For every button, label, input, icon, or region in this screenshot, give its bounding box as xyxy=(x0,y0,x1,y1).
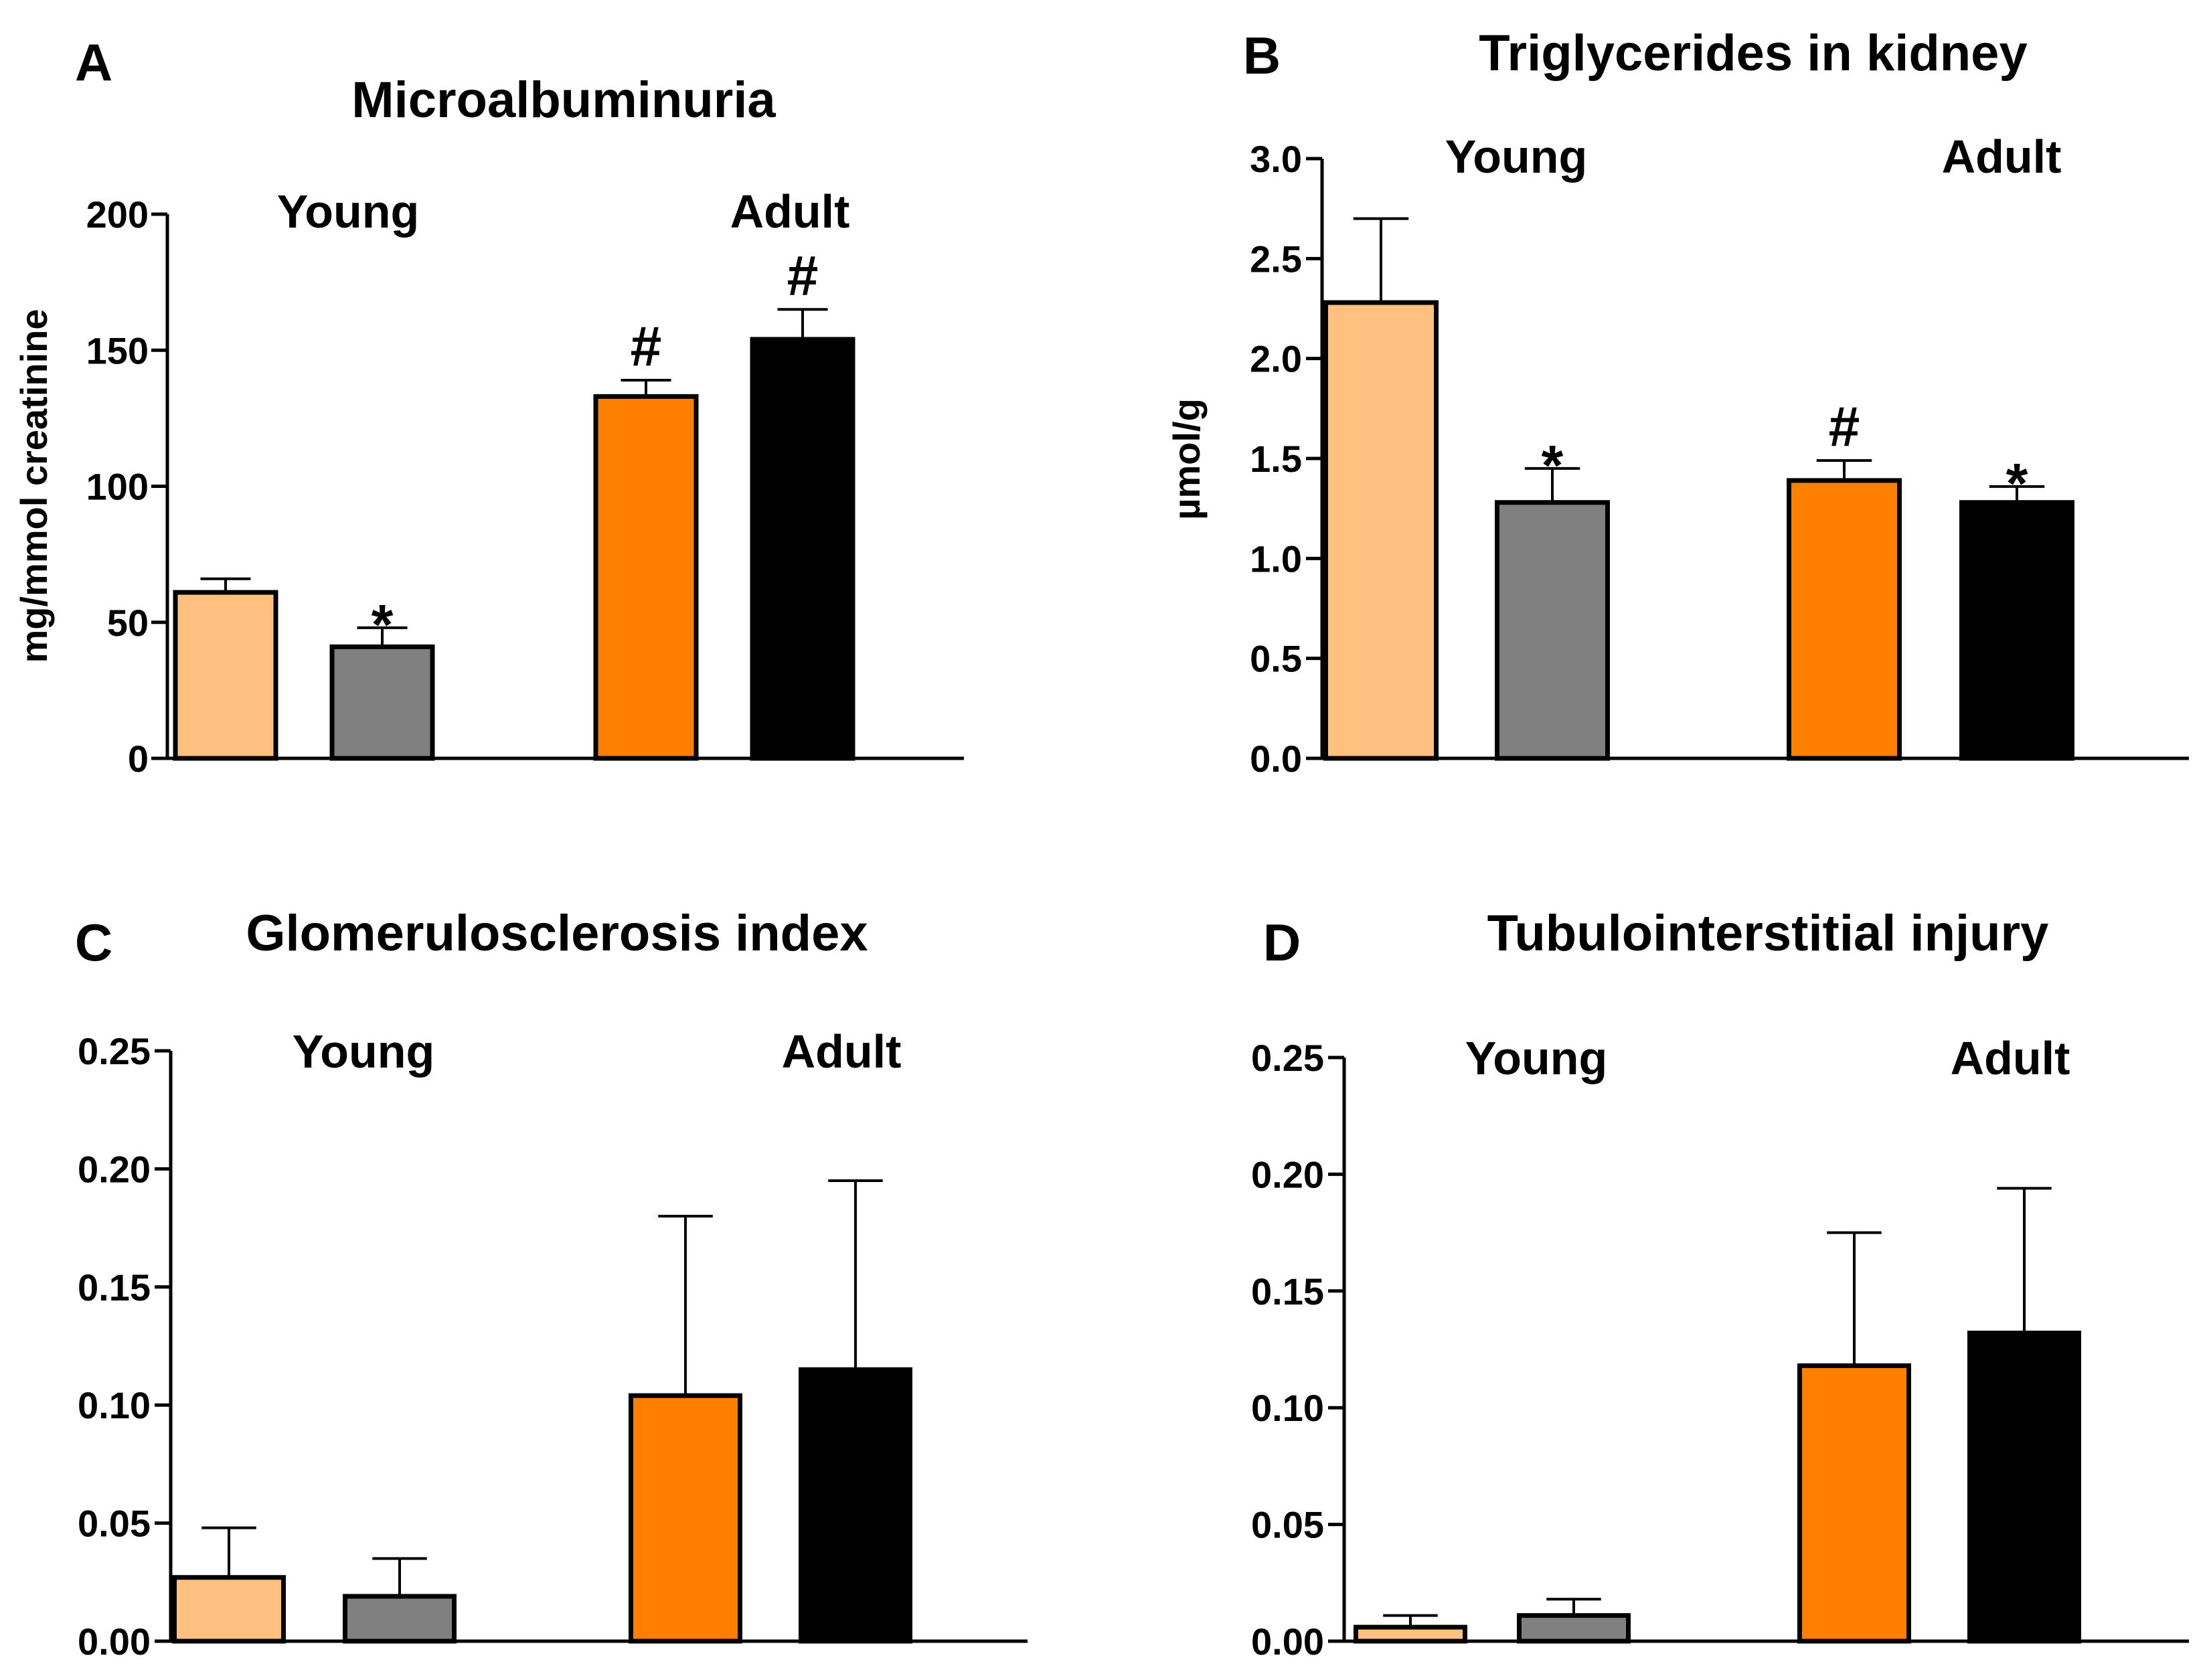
panel-b-bar-young-control xyxy=(1323,300,1439,761)
panel-c-y-tick-label: 0.25 xyxy=(78,1030,151,1072)
panel-a-title: Microalbuminuria xyxy=(351,72,776,129)
panel-d-y-tick-label: 0.15 xyxy=(1251,1270,1324,1313)
panel-a-significance-mark: * xyxy=(372,593,394,656)
panel-d-letter: D xyxy=(1263,913,1301,972)
panel-a: A Microalbuminuria Young Adult mg/mmol creat… xyxy=(13,33,964,780)
panel-c-letter: C xyxy=(75,913,112,972)
panel-b: B Triglycerides in kidney Young Adult µmol/g… xyxy=(1165,25,2189,780)
panel-d-y-tick-label: 0.10 xyxy=(1251,1387,1324,1429)
panel-b-group-label-adult: Adult xyxy=(1942,131,2062,183)
panel-b-y-tick-label: 0.0 xyxy=(1250,738,1302,780)
panel-d-bar-adult-control xyxy=(1797,1363,1911,1644)
panel-a-bar-young-control xyxy=(173,590,278,761)
panel-d-y-tick-label: 0.05 xyxy=(1251,1504,1324,1546)
panel-b-significance-mark: # xyxy=(1829,395,1860,458)
panel-d-y-tick-label: 0.00 xyxy=(1251,1620,1324,1663)
panel-d-y-tick-label: 0.20 xyxy=(1251,1153,1324,1195)
panel-a-y-tick-label: 0 xyxy=(128,738,149,780)
panel-d-y-tick-label: 0.25 xyxy=(1251,1037,1324,1079)
panel-b-y-tick-label: 1.5 xyxy=(1250,438,1302,480)
panel-b-y-tick-label: 3.0 xyxy=(1250,138,1302,180)
panel-b-y-tick-label: 2.0 xyxy=(1250,338,1302,380)
panel-a-group-label-young: Young xyxy=(277,185,420,238)
panel-c-y-tick-label: 0.05 xyxy=(78,1503,151,1545)
panel-c-bar-adult-control xyxy=(629,1393,742,1644)
panel-c-y-tick-label: 0.10 xyxy=(78,1384,151,1426)
panel-a-y-axis-label: mg/mmol creatinine xyxy=(13,309,55,663)
panel-b-group-label-young: Young xyxy=(1445,131,1588,183)
panel-d: D Tubulointerstitial injury Young Adult 0.00… xyxy=(1251,905,2189,1663)
panel-a-y-tick-label: 100 xyxy=(86,466,149,508)
panel-b-letter: B xyxy=(1243,26,1281,85)
panel-a-bar-adult-control xyxy=(593,394,699,761)
panel-c-y-tick-label: 0.00 xyxy=(78,1620,151,1663)
panel-c-title: Glomerulosclerosis index xyxy=(246,905,868,962)
panel-a-significance-mark: # xyxy=(787,244,819,307)
panel-b-y-tick-label: 2.5 xyxy=(1250,238,1302,280)
panel-c-y-tick-label: 0.20 xyxy=(78,1148,151,1190)
panel-d-group-label-adult: Adult xyxy=(1951,1032,2070,1084)
panel-c-group-label-adult: Adult xyxy=(782,1025,902,1078)
panel-d-bar-young-control xyxy=(1354,1624,1467,1644)
panel-a-group-label-adult: Adult xyxy=(730,185,850,238)
panel-a-bar-adult-treated xyxy=(750,337,855,761)
panel-d-group-label-young: Young xyxy=(1465,1032,1608,1084)
panel-c-group-label-young: Young xyxy=(293,1025,435,1078)
panel-a-y-tick-label: 50 xyxy=(107,602,149,644)
panel-c-bar-adult-treated xyxy=(799,1367,912,1644)
panel-a-letter: A xyxy=(75,33,112,92)
panel-d-bar-adult-treated xyxy=(1967,1331,2081,1644)
panel-d-title: Tubulointerstitial injury xyxy=(1487,905,2049,962)
panel-b-y-tick-label: 0.5 xyxy=(1250,638,1302,680)
panel-a-y-tick-label: 200 xyxy=(86,193,149,236)
panel-a-y-tick-label: 150 xyxy=(86,329,149,371)
panel-c: C Glomerulosclerosis index Young Adult 0.00 0… xyxy=(75,905,1028,1663)
panel-c-bar-young-treated xyxy=(343,1594,457,1644)
panel-b-y-axis-label: µmol/g xyxy=(1165,398,1208,520)
panel-a-bar-young-treated xyxy=(329,644,435,761)
panel-b-bar-adult-control xyxy=(1787,478,1902,761)
panel-a-significance-mark: # xyxy=(631,315,662,377)
panel-b-significance-mark: * xyxy=(1542,434,1564,497)
panel-b-significance-mark: * xyxy=(2006,452,2028,515)
panel-c-bar-young-control xyxy=(172,1575,286,1644)
panel-d-bar-young-treated xyxy=(1517,1613,1631,1644)
panel-c-y-tick-label: 0.15 xyxy=(78,1266,151,1309)
panel-b-title: Triglycerides in kidney xyxy=(1479,25,2027,82)
panel-b-bar-young-treated xyxy=(1495,500,1610,761)
panel-b-y-tick-label: 1.0 xyxy=(1250,537,1302,580)
panel-b-bar-adult-treated xyxy=(1959,500,2074,761)
